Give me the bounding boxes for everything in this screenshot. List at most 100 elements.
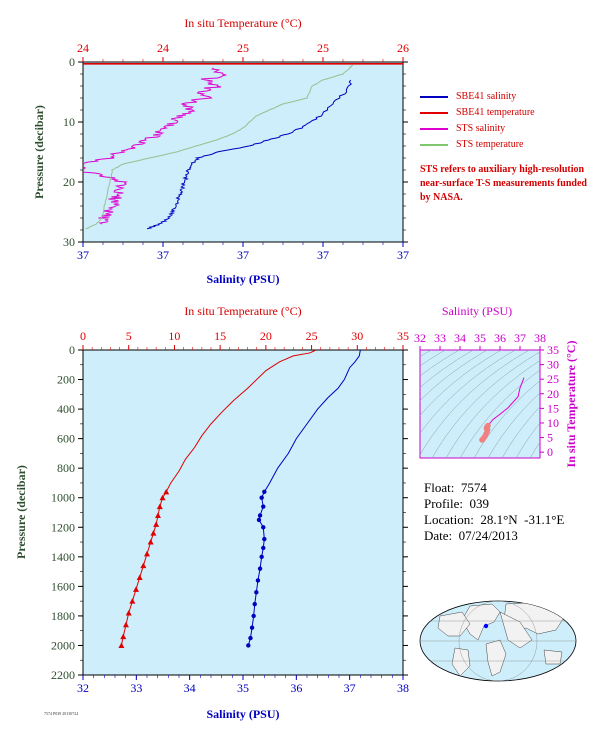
- ts-sal-tick-label: 35: [474, 331, 486, 345]
- temperature-point: [136, 574, 143, 580]
- y-tick-label: 1400: [51, 550, 75, 564]
- legend-label: STS temperature: [456, 139, 524, 151]
- salinity-point: [261, 545, 266, 551]
- y-tick-label: 1000: [51, 491, 75, 505]
- density-contour: [473, 380, 540, 458]
- density-contour: [420, 350, 488, 401]
- float-id: Float: 7574: [424, 480, 487, 495]
- ts-temp-tick-label: 25: [547, 372, 559, 386]
- salinity-point: [248, 635, 253, 641]
- full-profile-panel: 0200400600800100012001400160018002000220…: [14, 304, 409, 721]
- footer-small-text: 7574 P039 20130724: [44, 711, 78, 716]
- full-plot-area: [82, 349, 404, 676]
- sal-tick-label: 37: [157, 248, 169, 262]
- sal-tick-label: 35: [237, 681, 249, 695]
- y-tick-label: 2200: [51, 668, 75, 682]
- series-line-sbe41-salinity: [146, 79, 353, 230]
- temp-tick-label: 15: [214, 329, 226, 343]
- temperature-point: [159, 494, 166, 501]
- ts-temp-tick-label: 5: [547, 431, 553, 445]
- sal-tick-label: 37: [344, 681, 356, 695]
- ts-series: [479, 377, 525, 443]
- legend-label: SBE41 temperature: [456, 107, 535, 119]
- ts-top-axis-label: Salinity (PSU): [442, 304, 512, 318]
- temp-tick-label: 20: [260, 329, 272, 343]
- salinity-point: [262, 489, 267, 495]
- full-top-axis-label: In situ Temperature (°C): [184, 304, 301, 318]
- temperature-point: [125, 609, 132, 616]
- salinity-point: [254, 590, 259, 595]
- legend-swatch: [420, 95, 448, 98]
- ts-sal-tick-label: 37: [514, 331, 526, 345]
- salinity-point: [257, 566, 263, 571]
- legend-label: STS salinity: [456, 123, 506, 135]
- density-contour: [420, 350, 432, 358]
- sal-tick-label: 37: [77, 248, 89, 262]
- temp-tick-label: 25: [306, 329, 318, 343]
- surface-y-axis-label: Pressure (decibar): [32, 105, 46, 199]
- density-contour: [420, 350, 474, 388]
- legend-note: STS refers to auxiliary high-resolution …: [420, 164, 587, 203]
- temp-tick-label: 25: [237, 41, 249, 55]
- temp-tick-label: 24: [77, 41, 89, 55]
- sal-tick-label: 37: [397, 248, 409, 262]
- temp-tick-label: 35: [397, 329, 409, 343]
- sal-tick-label: 34: [184, 681, 196, 695]
- map-graticule: [420, 601, 576, 681]
- temperature-point: [122, 621, 129, 628]
- ts-temp-tick-label: 15: [547, 401, 559, 415]
- surface-profile-panel: 0 10 20 30 24 24 25 25 26 37 37 37 37 37 In situ Temp…: [32, 16, 409, 286]
- float-location-marker: [483, 623, 489, 629]
- ts-point: [479, 437, 485, 443]
- density-contour: [487, 392, 540, 458]
- y-tick-label: 200: [57, 373, 75, 387]
- temp-tick-label: 10: [168, 329, 180, 343]
- ts-temp-tick-label: 35: [547, 343, 559, 357]
- temperature-point: [133, 586, 140, 592]
- sal-tick-label: 37: [237, 248, 249, 262]
- salinity-point: [251, 613, 256, 619]
- temperature-point: [140, 562, 147, 569]
- sal-tick-label: 36: [290, 681, 302, 695]
- y-tick-label: 600: [57, 432, 75, 446]
- location: Location: 28.1°N -31.1°E: [424, 512, 565, 527]
- salinity-point: [261, 525, 266, 530]
- series-line-sts-salinity: [83, 67, 228, 225]
- salinity-point: [249, 625, 255, 630]
- surface-plot-area: [82, 61, 404, 243]
- density-contour: [420, 350, 516, 434]
- salinity-point: [257, 513, 263, 518]
- surface-series: [83, 62, 403, 230]
- density-contour: [445, 360, 540, 458]
- y-tick-label: 1200: [51, 520, 75, 534]
- profile-number: Profile: 039: [424, 496, 489, 511]
- ts-sal-tick-label: 33: [434, 331, 446, 345]
- salinity-point: [256, 517, 262, 523]
- legend-item: SBE41 salinity: [420, 91, 516, 103]
- salinity-point: [252, 601, 257, 607]
- temp-tick-label: 25: [317, 41, 329, 55]
- density-contour: [529, 441, 540, 458]
- density-contour: [459, 369, 540, 458]
- ts-sal-tick-label: 32: [414, 331, 426, 345]
- legend-swatch: [420, 111, 448, 114]
- ts-right-axis-label: In situ Temperature (°C): [564, 341, 578, 468]
- temp-tick-label: 26: [397, 41, 409, 55]
- full-bottom-axis-label: Salinity (PSU): [206, 707, 279, 721]
- ts-temp-tick-label: 10: [547, 416, 559, 430]
- temperature-point: [154, 512, 161, 518]
- y-tick-label: 0: [69, 343, 75, 357]
- series-line-sts-temperature: [85, 64, 353, 230]
- density-contour: [420, 350, 460, 377]
- temperature-point: [147, 539, 154, 545]
- ts-sal-tick-label: 36: [494, 331, 506, 345]
- world-map: [419, 600, 577, 682]
- y-tick-label: 10: [63, 115, 75, 129]
- temperature-point: [118, 642, 125, 648]
- legend-swatch: [420, 143, 448, 146]
- legend-label: SBE41 salinity: [456, 91, 517, 103]
- density-contour: [501, 406, 540, 458]
- temperature-point: [163, 488, 170, 495]
